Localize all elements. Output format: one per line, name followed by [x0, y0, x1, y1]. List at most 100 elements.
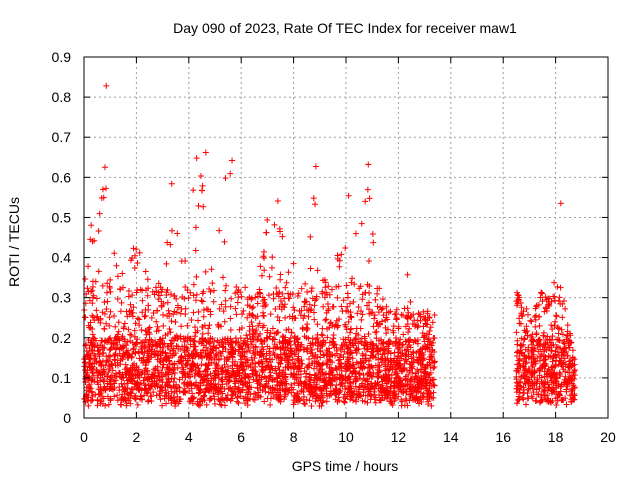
data-point [322, 370, 329, 377]
data-point [91, 350, 98, 357]
data-point [519, 313, 526, 320]
data-point [116, 346, 123, 353]
data-point [412, 373, 419, 380]
data-point [165, 307, 172, 314]
data-point [95, 228, 102, 235]
data-point [155, 373, 162, 380]
data-point [285, 269, 292, 276]
data-point [308, 288, 315, 295]
data-point [182, 283, 189, 290]
data-point [228, 339, 235, 346]
data-point [277, 354, 284, 361]
data-point [204, 372, 211, 379]
data-point [123, 308, 130, 315]
data-point [408, 355, 415, 362]
data-point [197, 173, 204, 180]
data-point [284, 345, 291, 352]
data-point [141, 386, 148, 393]
data-point [354, 310, 361, 317]
data-point [163, 260, 170, 267]
data-point [344, 345, 351, 352]
data-point [295, 363, 302, 370]
data-point [347, 313, 354, 320]
data-points [81, 82, 579, 409]
data-point [371, 312, 378, 319]
data-point [181, 385, 188, 392]
data-point [134, 315, 141, 322]
data-point [401, 305, 408, 312]
data-point [547, 398, 554, 405]
data-point [161, 393, 168, 400]
data-point [418, 352, 425, 359]
data-point [311, 372, 318, 379]
data-point [171, 334, 178, 341]
data-point [173, 309, 180, 316]
data-point [306, 301, 313, 308]
data-point [107, 385, 114, 392]
data-point [250, 330, 257, 337]
data-point [422, 316, 429, 323]
data-point [104, 298, 111, 305]
data-point [253, 372, 260, 379]
data-point [378, 392, 385, 399]
data-point [561, 345, 568, 352]
data-point [542, 294, 549, 301]
data-point [216, 342, 223, 349]
data-point [157, 396, 164, 403]
data-point [400, 331, 407, 338]
data-point [368, 310, 374, 317]
data-point [285, 364, 292, 371]
data-point [351, 336, 358, 343]
data-point [159, 364, 166, 371]
data-point [128, 332, 135, 339]
data-point [277, 297, 284, 304]
data-point [374, 285, 381, 292]
data-point [377, 397, 384, 404]
data-point [390, 323, 397, 330]
data-point [108, 372, 115, 379]
data-point [545, 301, 552, 308]
data-point [415, 310, 422, 317]
data-point [124, 354, 131, 361]
data-point [83, 371, 90, 378]
data-point [107, 276, 114, 283]
data-point [287, 342, 294, 349]
data-point [338, 303, 345, 310]
data-point [341, 321, 348, 328]
data-point [96, 353, 103, 360]
data-point [242, 394, 249, 401]
data-point [194, 370, 201, 377]
data-point [546, 344, 553, 351]
data-point [372, 296, 379, 303]
data-point [262, 366, 269, 373]
data-point [226, 377, 233, 384]
data-point [163, 371, 170, 378]
data-point [248, 296, 255, 303]
data-point [310, 195, 317, 202]
data-point [182, 305, 189, 312]
data-point [82, 275, 89, 282]
data-point [430, 389, 437, 396]
data-point [345, 365, 352, 372]
data-point [341, 382, 348, 389]
data-point [226, 374, 233, 381]
data-point [146, 343, 153, 350]
data-point [302, 280, 309, 287]
data-point [216, 227, 223, 234]
data-point [87, 319, 94, 326]
data-point [308, 402, 315, 409]
data-point [552, 362, 559, 369]
data-point [219, 343, 226, 350]
data-point [403, 346, 410, 353]
data-point [316, 377, 323, 384]
data-point [139, 359, 146, 366]
data-point [114, 341, 121, 348]
data-point [387, 398, 394, 405]
data-point [241, 374, 248, 381]
data-point [375, 337, 382, 344]
data-point [164, 366, 171, 373]
data-point [376, 367, 383, 374]
data-point [131, 360, 138, 367]
data-point [210, 287, 217, 294]
data-point [242, 370, 249, 377]
